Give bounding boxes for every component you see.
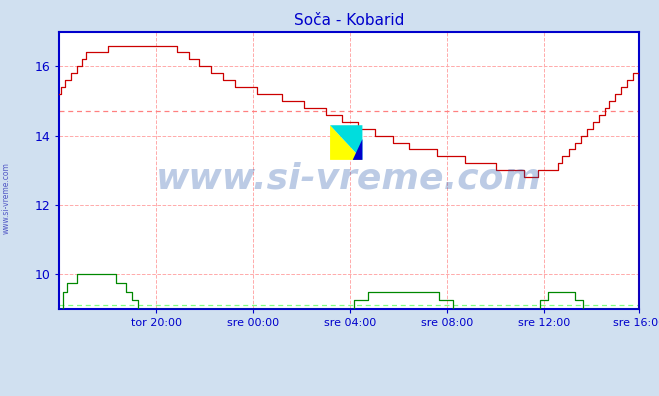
Text: www.si-vreme.com: www.si-vreme.com: [156, 162, 542, 196]
Polygon shape: [353, 139, 362, 160]
Polygon shape: [330, 125, 362, 160]
Text: www.si-vreme.com: www.si-vreme.com: [2, 162, 11, 234]
Title: Soča - Kobarid: Soča - Kobarid: [294, 13, 405, 28]
Polygon shape: [330, 125, 362, 160]
Legend: temperatura[C], pretok[m3/s]: temperatura[C], pretok[m3/s]: [281, 394, 417, 396]
